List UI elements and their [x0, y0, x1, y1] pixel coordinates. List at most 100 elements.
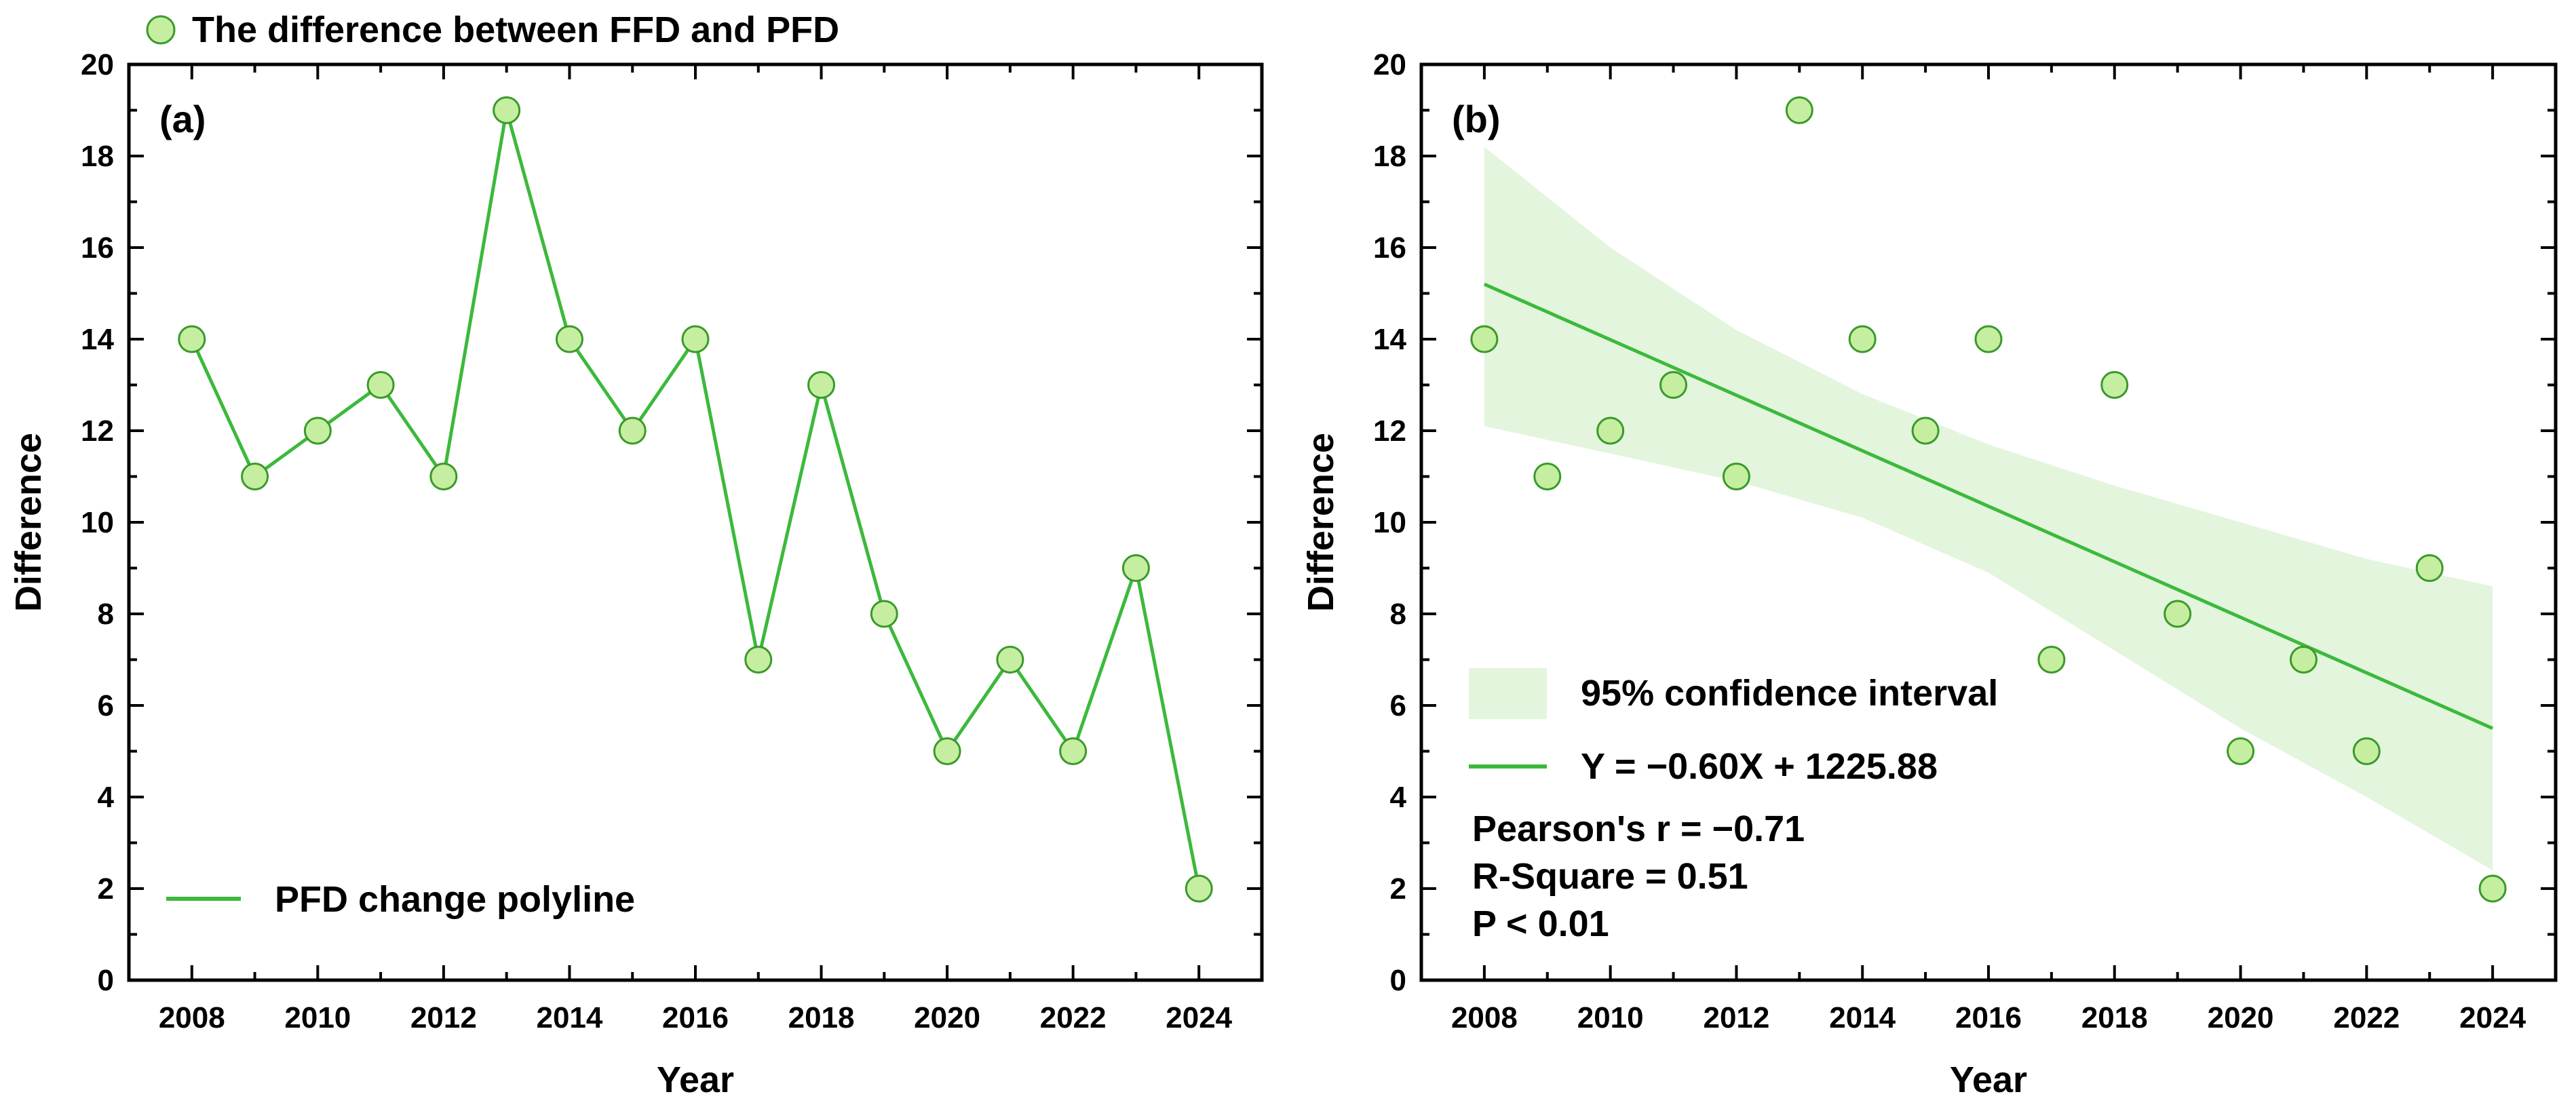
panel-b-x-axis-label: Year — [1950, 1060, 2027, 1100]
x-tick-label: 2008 — [159, 1001, 225, 1034]
y-tick-label: 4 — [98, 781, 115, 814]
pearson-r-label: Pearson's r = −0.71 — [1472, 809, 1805, 849]
data-point — [1470, 325, 1499, 353]
y-tick-label: 16 — [81, 231, 114, 265]
data-point — [744, 646, 773, 674]
data-point — [555, 325, 583, 353]
regression-line — [1483, 282, 2494, 731]
p-value-label: P < 0.01 — [1472, 904, 1609, 944]
panel-b-x-ticks: 2008 2010 2012 2014 2016 2018 2020 2022 2024 — [1451, 64, 2526, 1034]
x-tick-label: 2012 — [1703, 1001, 1769, 1034]
data-point — [1722, 463, 1750, 490]
x-tick-label: 2024 — [2459, 1001, 2526, 1034]
data-point — [178, 325, 206, 353]
x-tick-label: 2018 — [788, 1001, 855, 1034]
data-point — [996, 646, 1024, 674]
y-tick-label: 2 — [1390, 872, 1406, 906]
y-tick-label: 14 — [81, 323, 114, 356]
x-tick-label: 2010 — [1577, 1001, 1644, 1034]
data-point — [2289, 646, 2318, 674]
panel-b-y-axis-label: Difference — [1301, 433, 1341, 612]
data-point — [681, 325, 710, 353]
panel-a-x-axis-label: Year — [657, 1060, 734, 1100]
x-tick-label: 2012 — [410, 1001, 477, 1034]
data-point — [1659, 371, 1688, 399]
x-tick-label: 2008 — [1451, 1001, 1518, 1034]
data-point — [493, 96, 521, 124]
stats-annotation: Pearson's r = −0.71 R-Square = 0.51 P < … — [1472, 809, 1805, 944]
data-point — [303, 416, 332, 445]
data-point — [2164, 600, 2192, 628]
data-point — [1974, 325, 2003, 353]
data-point — [429, 463, 458, 490]
panel-a-points — [178, 96, 1213, 903]
data-point — [1121, 554, 1150, 582]
top-legend: The difference between FFD and PFD — [146, 9, 839, 50]
data-point — [2100, 371, 2129, 399]
panel-a-plot-frame — [127, 62, 1264, 982]
top-legend-marker — [146, 15, 176, 45]
data-point — [1533, 463, 1562, 490]
x-tick-label: 2016 — [662, 1001, 729, 1034]
x-tick-label: 2020 — [2208, 1001, 2274, 1034]
panel-a-series-line — [190, 109, 1201, 889]
y-tick-label: 16 — [1373, 231, 1406, 265]
panel-b-legend: 95% confidence interval Y = −0.60X + 122… — [1469, 668, 1998, 787]
data-point — [1911, 416, 1940, 445]
panel-b-label: (b) — [1452, 98, 1501, 140]
y-tick-label: 12 — [1373, 414, 1406, 448]
r-square-label: R-Square = 0.51 — [1472, 856, 1748, 897]
panel-a-legend: PFD change polyline — [166, 879, 635, 920]
panel-a-y-axis-label: Difference — [8, 433, 49, 612]
data-point — [2352, 737, 2381, 765]
y-tick-label: 20 — [81, 48, 114, 81]
y-tick-label: 6 — [98, 689, 114, 722]
x-tick-label: 2022 — [1040, 1001, 1107, 1034]
y-tick-label: 10 — [81, 506, 114, 539]
data-point — [2478, 874, 2507, 903]
top-legend-label: The difference between FFD and PFD — [192, 9, 839, 50]
y-tick-label: 20 — [1373, 48, 1406, 81]
x-tick-label: 2014 — [536, 1001, 602, 1034]
x-tick-label: 2014 — [1829, 1001, 1896, 1034]
y-tick-label: 12 — [81, 414, 114, 448]
panel-a: 0 2 4 6 8 10 12 14 16 18 20 2008 2010 2012 2014 2016 20… — [8, 48, 1264, 1100]
y-tick-label: 6 — [1390, 689, 1406, 722]
data-point — [1185, 874, 1213, 903]
x-tick-label: 2010 — [284, 1001, 351, 1034]
panel-b-points — [1470, 96, 2507, 903]
data-point — [870, 600, 898, 628]
data-point — [241, 463, 269, 490]
x-tick-label: 2024 — [1166, 1001, 1232, 1034]
x-tick-label: 2020 — [914, 1001, 980, 1034]
y-tick-label: 18 — [1373, 140, 1406, 173]
panel-b: 0 2 4 6 8 10 12 14 16 18 20 2008 2010 2012 2014 2016 20… — [1301, 48, 2558, 1100]
data-point — [2037, 646, 2066, 674]
data-point — [618, 416, 647, 445]
y-tick-label: 10 — [1373, 506, 1406, 539]
ci-legend-label: 95% confidence interval — [1581, 673, 1998, 714]
x-tick-label: 2016 — [1955, 1001, 2022, 1034]
ci-legend-swatch — [1469, 668, 1547, 719]
confidence-band — [1484, 147, 2493, 870]
panel-b-y-ticks: 0 2 4 6 8 10 12 14 16 18 20 — [1373, 48, 2556, 997]
y-tick-label: 0 — [1390, 964, 1406, 997]
data-point — [366, 371, 395, 399]
y-tick-label: 2 — [98, 872, 114, 906]
data-point — [1785, 96, 1813, 124]
data-point — [2227, 737, 2255, 765]
y-tick-label: 8 — [98, 598, 114, 631]
data-point — [933, 737, 961, 765]
data-point — [2415, 554, 2444, 582]
y-tick-label: 18 — [81, 140, 114, 173]
y-tick-label: 8 — [1390, 598, 1406, 631]
y-tick-label: 14 — [1373, 323, 1406, 356]
panel-a-y-ticks: 0 2 4 6 8 10 12 14 16 18 20 — [81, 48, 1262, 997]
y-tick-label: 4 — [1390, 781, 1407, 814]
x-tick-label: 2018 — [2081, 1001, 2148, 1034]
data-point — [1848, 325, 1877, 353]
y-tick-label: 0 — [98, 964, 114, 997]
panel-a-legend-label: PFD change polyline — [275, 879, 635, 920]
data-point — [1059, 737, 1088, 765]
